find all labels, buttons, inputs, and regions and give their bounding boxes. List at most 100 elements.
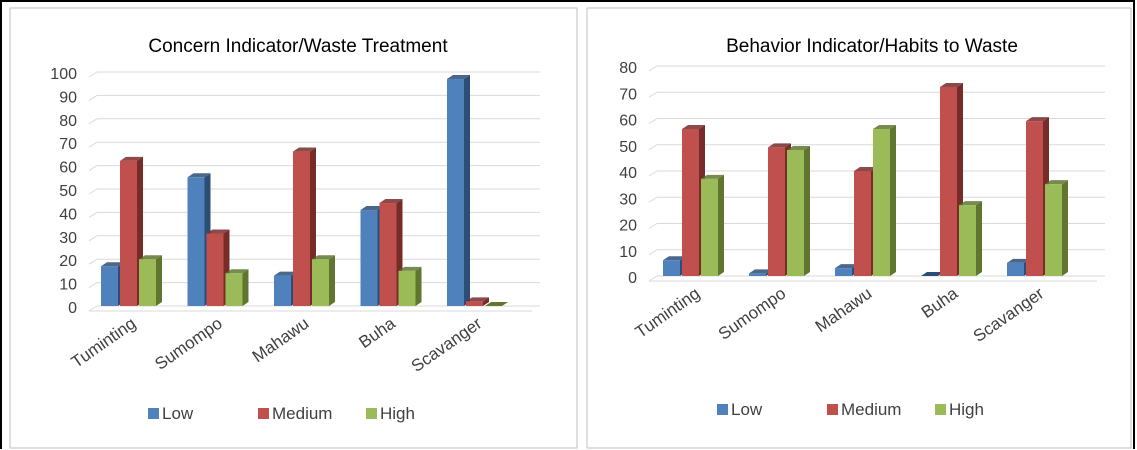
bar-top-low	[1007, 258, 1030, 263]
bar-top-low	[187, 173, 211, 178]
bar-low-buha	[360, 210, 378, 306]
bar-top-high	[312, 255, 335, 260]
y-tick-label: 20	[59, 253, 77, 270]
bar-side-high	[804, 146, 810, 276]
y-tick-label: 100	[50, 66, 77, 83]
gridline-depth	[648, 170, 658, 177]
legend-label-medium: Medium	[841, 400, 901, 419]
bar-high-tuminting	[139, 259, 156, 306]
bar-top-medium	[854, 167, 877, 171]
y-tick-label: 60	[59, 160, 77, 177]
legend-label-low: Low	[731, 400, 763, 419]
bar-low-buha	[921, 272, 944, 276]
bar-top-medium	[466, 297, 489, 302]
bar-top-medium	[768, 143, 791, 148]
bar-top-high	[139, 255, 162, 260]
y-tick-label: 60	[619, 113, 637, 130]
chart-title: Behavior Indicator/Habits to Waste	[726, 36, 1018, 57]
gridline-depth	[88, 211, 98, 218]
bar-top-medium	[206, 229, 230, 234]
y-tick-label: 70	[619, 86, 637, 103]
bar-side-high	[718, 174, 724, 276]
gridline-depth	[88, 118, 98, 125]
chart-title: Concern Indicator/Waste Treatment	[148, 36, 448, 57]
legend-label-medium: Medium	[272, 404, 332, 423]
gridline-depth	[648, 223, 658, 229]
bar-top-medium	[682, 125, 705, 129]
bar-low-scavanger	[447, 79, 464, 307]
legend-label-low: Low	[162, 404, 194, 423]
bar-low-mahawu	[274, 275, 291, 306]
legend-swatch-medium	[258, 408, 269, 419]
bar-side-high	[156, 255, 162, 306]
gridline-depth	[88, 282, 98, 289]
bar-top-medium	[1026, 117, 1049, 122]
concern-chart-group: Concern Indicator/Waste Treatment 0 10 20 30…	[9, 7, 578, 449]
bar-side-high	[976, 201, 982, 276]
bar-high-sumompo	[225, 273, 243, 306]
behavior-chart-group: Behavior Indicator/Habits to Waste 0 10 20 3…	[586, 7, 1132, 449]
bar-medium-tuminting	[682, 129, 699, 276]
bar-high-sumompo	[787, 150, 804, 276]
bar-high-scavanger	[1045, 184, 1062, 276]
bar-high-mahawu	[312, 259, 329, 306]
bar-side-high	[415, 266, 422, 306]
bar-top-high	[873, 125, 896, 129]
bar-high-buha	[398, 270, 416, 306]
legend-label-high: High	[380, 404, 415, 423]
y-tick-label: 80	[619, 60, 637, 77]
bar-high-mahawu	[873, 129, 890, 276]
bar-high-tuminting	[701, 178, 718, 276]
bar-side-high	[890, 125, 896, 276]
bar-top-medium	[940, 83, 963, 87]
bar-top-high	[787, 146, 810, 150]
gridline-depth	[88, 141, 98, 148]
legend-swatch-high	[366, 408, 377, 419]
bar-side-medium	[483, 297, 489, 306]
gridline-depth	[648, 118, 658, 124]
bar-top-medium	[120, 156, 143, 161]
bar-top-high	[225, 269, 249, 274]
gridline-depth	[88, 305, 98, 312]
bar-top-low	[447, 75, 470, 80]
bar-top-high	[701, 174, 724, 179]
bar-side-low	[464, 75, 470, 307]
bar-medium-scavanger	[466, 301, 483, 306]
y-tick-label: 30	[619, 191, 637, 208]
legend-swatch-low	[148, 408, 159, 419]
y-tick-label: 20	[619, 218, 637, 235]
bar-side-high	[1062, 180, 1068, 276]
y-tick-label: 0	[628, 270, 637, 287]
bar-top-medium	[379, 199, 403, 204]
y-tick-label: 10	[59, 277, 77, 294]
y-tick-label: 40	[619, 165, 637, 182]
y-tick-label: 50	[59, 183, 77, 200]
gridline-depth	[648, 196, 658, 203]
bar-low-mahawu	[835, 268, 852, 276]
bar-top-high	[1045, 180, 1068, 185]
y-tick-label: 90	[59, 89, 77, 106]
bar-top-medium	[293, 147, 316, 152]
bar-medium-mahawu	[854, 171, 871, 276]
bar-medium-buha	[379, 203, 397, 306]
legend-swatch-high	[935, 404, 946, 415]
bar-low-scavanger	[1007, 262, 1024, 276]
y-tick-label: 40	[59, 206, 77, 223]
bar-top-low	[749, 269, 772, 274]
bar-low-sumompo	[187, 177, 205, 306]
bar-low-tuminting	[101, 266, 118, 306]
gridline-depth	[648, 144, 658, 151]
gridline-depth	[88, 188, 98, 195]
bar-medium-sumompo	[768, 147, 785, 276]
bar-top-low	[101, 262, 124, 267]
bar-high-buha	[959, 205, 976, 276]
bar-medium-sumompo	[206, 233, 224, 306]
bar-low-tuminting	[663, 260, 680, 276]
bar-medium-scavanger	[1026, 121, 1043, 276]
bar-top-low	[274, 271, 297, 276]
y-tick-label: 10	[619, 244, 637, 261]
y-tick-label: 50	[619, 139, 637, 156]
bar-side-high	[329, 255, 335, 306]
